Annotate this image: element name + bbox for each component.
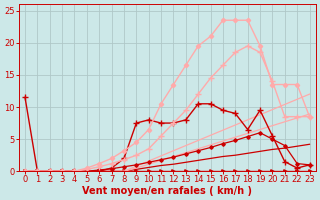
X-axis label: Vent moyen/en rafales ( km/h ): Vent moyen/en rafales ( km/h ) (82, 186, 252, 196)
